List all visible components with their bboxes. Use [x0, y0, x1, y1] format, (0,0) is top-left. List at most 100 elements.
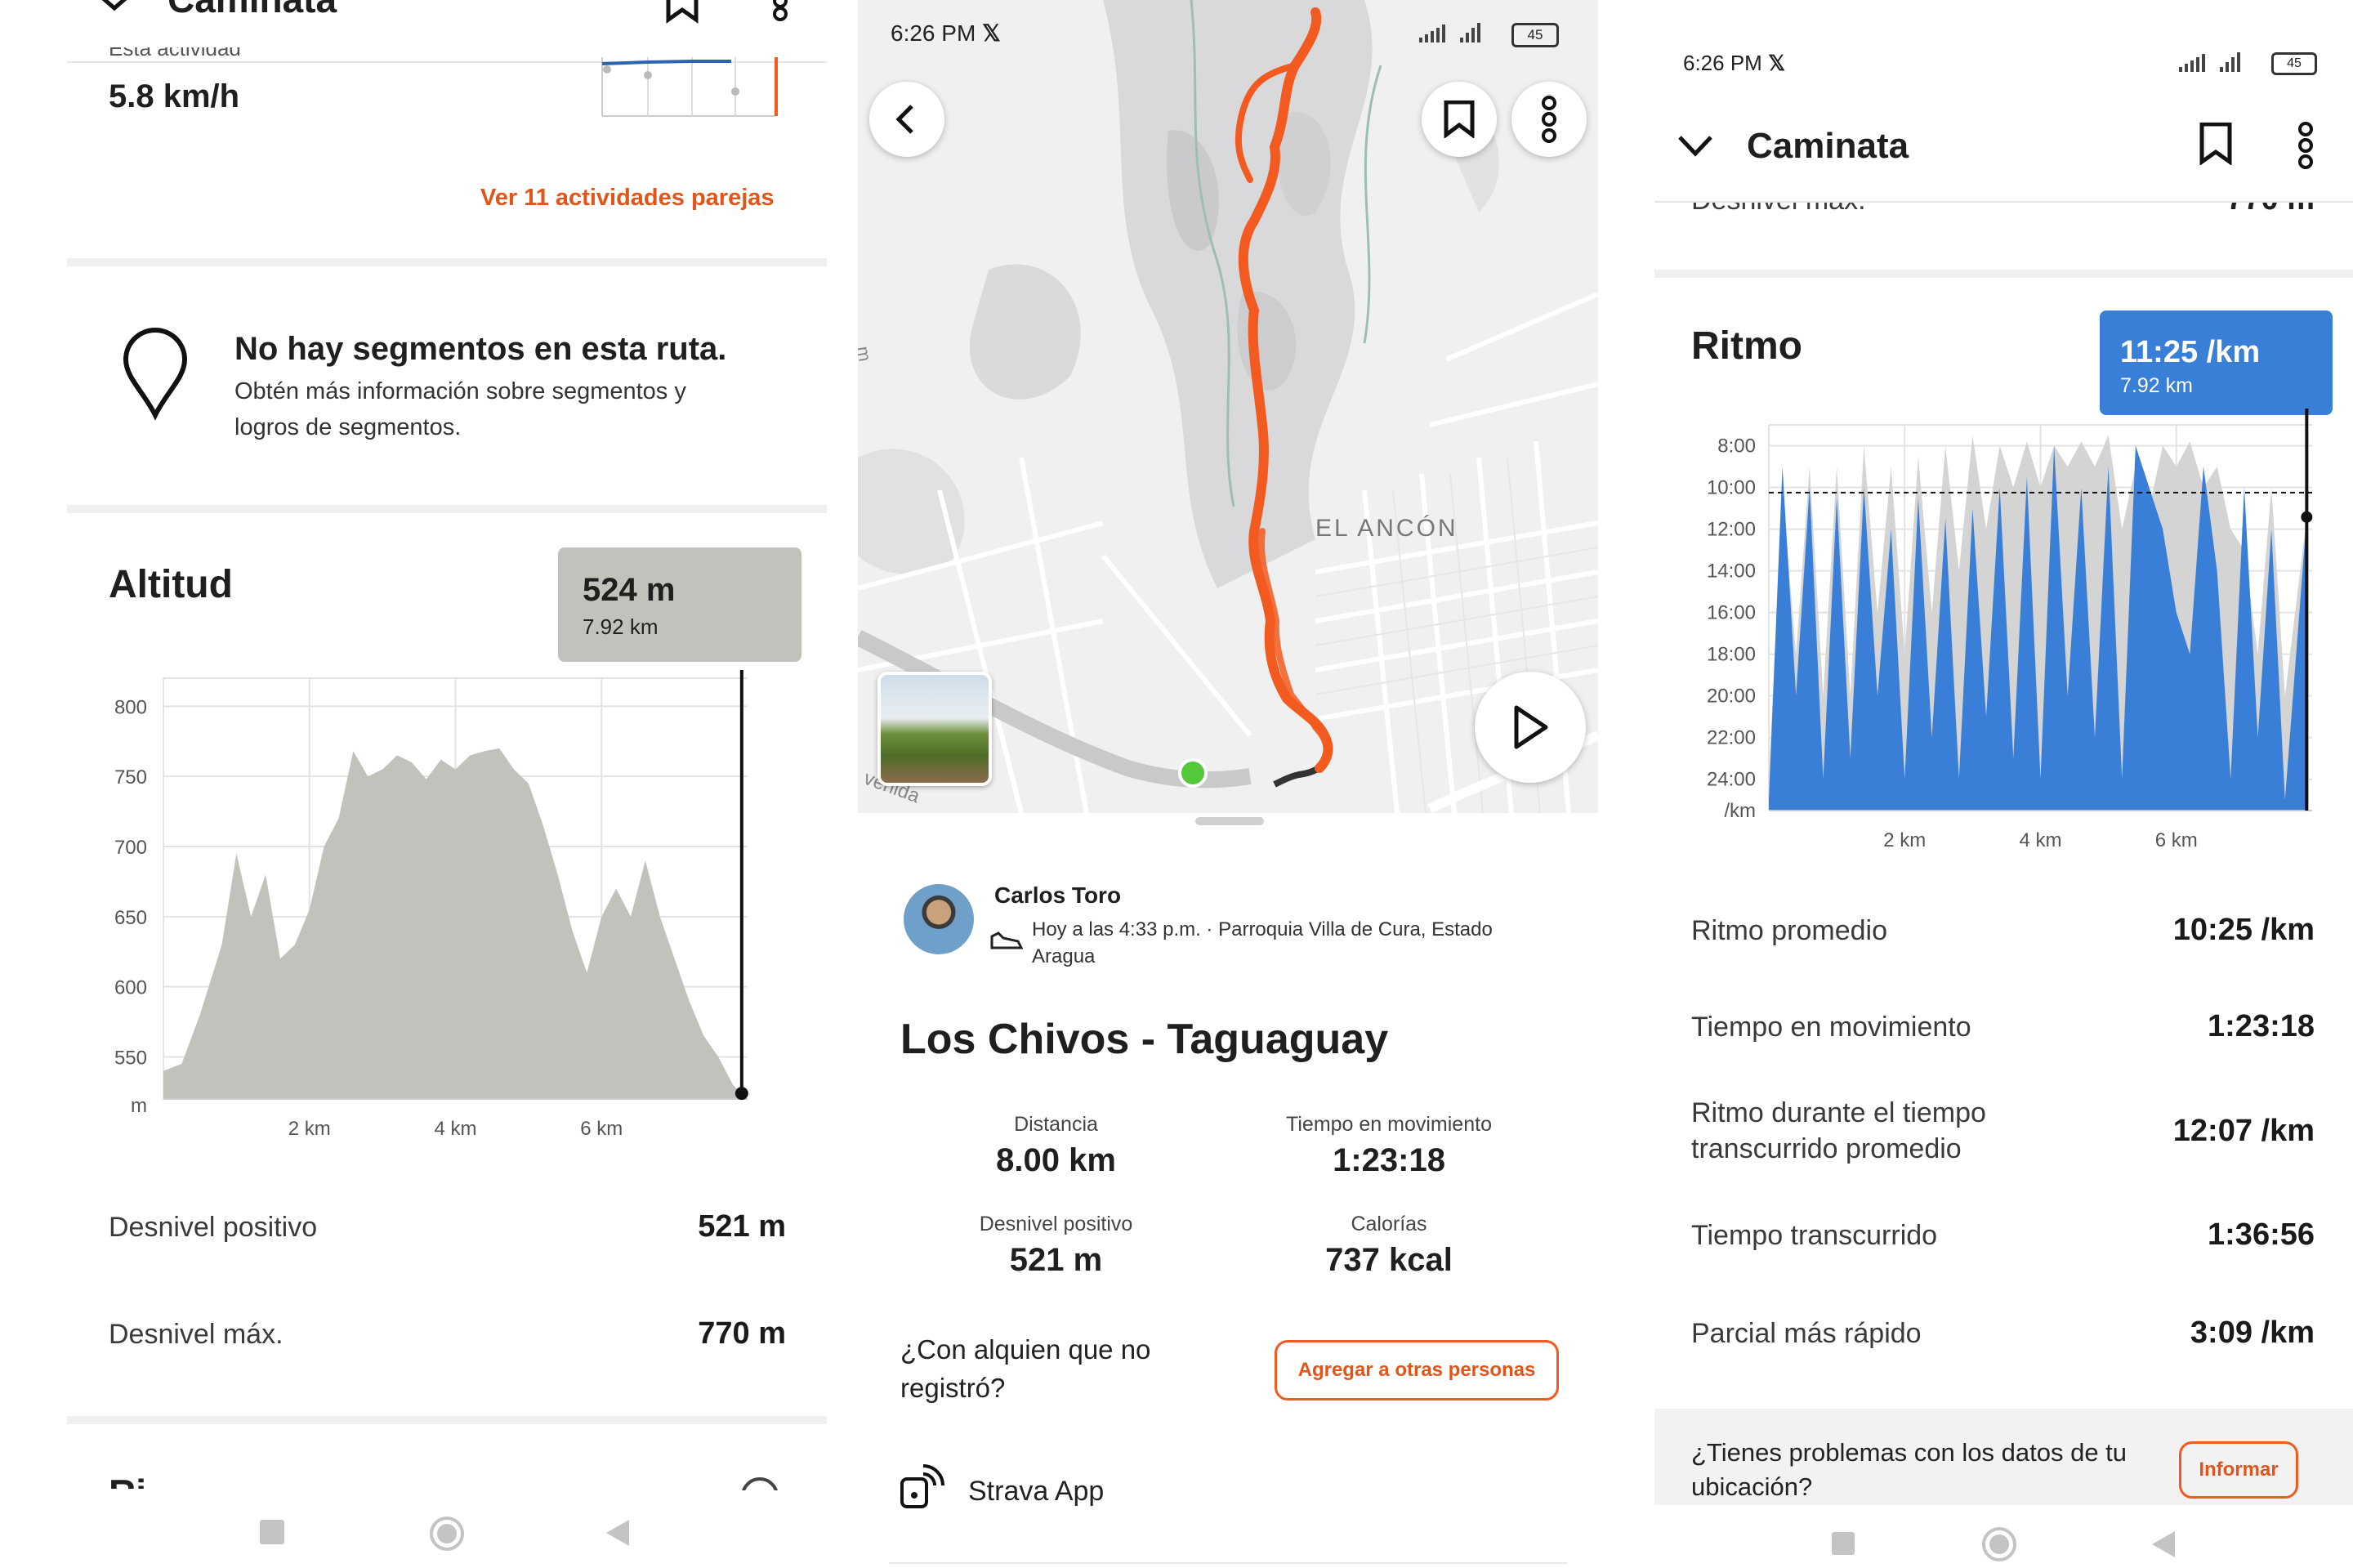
- stat-label-avg-pace: Ritmo promedio: [1691, 915, 1887, 946]
- x-tick-label: 2 km: [288, 1118, 331, 1140]
- y-tick-label: 800: [114, 696, 147, 718]
- y-tick-label: 20:00: [1707, 686, 1756, 708]
- y-tick-label: 750: [114, 766, 147, 788]
- similar-activities-link[interactable]: Ver 11 actividades parejas: [480, 185, 775, 211]
- sheet-handle[interactable]: [1195, 817, 1264, 825]
- device-label: Strava App: [968, 1476, 1105, 1507]
- stat-label-elapsed-pace-line1: Ritmo durante el tiempo: [1691, 1097, 1986, 1128]
- others-question-line2: registró?: [900, 1373, 1006, 1403]
- stat-label-fastest-split: Parcial más rápido: [1691, 1318, 1922, 1349]
- mini-speed-chart: [601, 57, 788, 127]
- segments-desc-line1: Obtén más información sobre segmentos y: [234, 378, 686, 404]
- stat-value-elapsed-pace: 12:07 /km: [2172, 1114, 2315, 1148]
- section-divider: [1654, 270, 2353, 278]
- pace-area-moving: [1769, 445, 2307, 811]
- athlete-name[interactable]: Carlos Toro: [994, 882, 1122, 908]
- bookmark-button[interactable]: [1422, 82, 1497, 157]
- speed-cut-label: Esta actividad: [109, 47, 241, 60]
- signal-icon: [2177, 51, 2267, 78]
- more-options-button[interactable]: [1511, 82, 1587, 157]
- altitude-tooltip: 524 m 7.92 km: [558, 547, 801, 662]
- athlete-avatar[interactable]: [904, 884, 974, 954]
- report-question-line2: ubicación?: [1691, 1472, 1813, 1501]
- pace-chart[interactable]: 8:00 10:00 12:00 14:00 16:00 18:00 20:00 22:00 2…: [1667, 409, 2353, 866]
- status-time: 6:26 PM 𝕏: [1683, 51, 1786, 75]
- y-unit-label: /km: [1724, 800, 1756, 822]
- cut-row-value: 770 m: [2165, 203, 2315, 219]
- y-tick-label: 12:00: [1707, 519, 1756, 541]
- bookmark-icon[interactable]: [2198, 122, 2234, 169]
- stat-value-calories: 737 kcal: [1325, 1242, 1453, 1278]
- left-panel: Caminata Esta actividad 5.8 km/h Ver 11 …: [0, 0, 850, 1568]
- y-tick-label: 22:00: [1707, 727, 1756, 749]
- stat-label-moving-time: Tiempo en movimiento: [1691, 1012, 1971, 1043]
- stat-value-elevation-gain: 521 m: [698, 1209, 786, 1244]
- pace-title: Ritmo: [1691, 324, 1802, 368]
- stat-value-avg-pace: 10:25 /km: [2172, 913, 2315, 947]
- back-button[interactable]: [869, 82, 944, 157]
- info-icon[interactable]: [739, 1476, 780, 1490]
- activity-photo-thumbnail[interactable]: [877, 672, 992, 786]
- stat-label-max-elevation: Desnivel máx.: [109, 1319, 284, 1350]
- y-tick-label: 10:00: [1707, 477, 1756, 499]
- header-title: Caminata: [167, 0, 337, 21]
- battery-icon: 45: [2271, 52, 2317, 75]
- nav-back-button[interactable]: [605, 1518, 631, 1552]
- more-vertical-icon[interactable]: [772, 0, 788, 29]
- nav-home-button[interactable]: [1981, 1526, 2017, 1566]
- add-others-button[interactable]: Agregar a otras personas: [1275, 1340, 1559, 1400]
- nav-home-button[interactable]: [429, 1516, 465, 1556]
- chevron-down-icon[interactable]: [98, 0, 131, 18]
- altitude-area: [163, 748, 742, 1099]
- header-title: Caminata: [1747, 126, 1909, 166]
- y-tick-label: 600: [114, 977, 147, 999]
- hiking-shoe-icon: [990, 930, 1024, 955]
- y-unit-label: m: [131, 1095, 147, 1117]
- nav-recents-button[interactable]: [260, 1520, 284, 1544]
- map-label-town: EL ANCÓN: [1315, 515, 1458, 542]
- tooltip-value: 524 m: [583, 572, 676, 608]
- x-tick-label: 4 km: [2019, 829, 2061, 851]
- y-tick-label: 650: [114, 907, 147, 929]
- chevron-down-icon[interactable]: [1677, 134, 1714, 163]
- more-vertical-icon[interactable]: [2296, 121, 2315, 174]
- device-app-icon: [899, 1463, 946, 1514]
- stat-value-moving-time: 1:23:18: [1333, 1142, 1445, 1178]
- play-flyover-button[interactable]: [1475, 672, 1586, 783]
- y-tick-label: 16:00: [1707, 602, 1756, 624]
- x-tick-label: 2 km: [1883, 829, 1926, 851]
- stat-value-moving-time: 1:23:18: [2208, 1009, 2315, 1043]
- stat-label-elevation-gain: Desnivel positivo: [109, 1212, 318, 1243]
- nav-back-button[interactable]: [2150, 1530, 2177, 1563]
- section-divider: [67, 505, 827, 513]
- pace-tooltip: 11:25 /km 7.92 km: [2100, 310, 2333, 415]
- x-tick-label: 6 km: [2155, 829, 2198, 851]
- stat-value-elevation-gain: 521 m: [1009, 1242, 1103, 1278]
- nav-recents-button[interactable]: [1832, 1532, 1855, 1555]
- activity-meta-line1: Hoy a las 4:33 p.m. · Parroquia Villa de…: [1032, 918, 1493, 940]
- status-time: 6:26 PM 𝕏: [891, 20, 1001, 46]
- header-divider: [1654, 201, 2353, 203]
- speed-value: 5.8 km/h: [109, 78, 240, 114]
- y-tick-label: 700: [114, 837, 147, 859]
- stat-value-fastest-split: 3:09 /km: [2190, 1316, 2315, 1350]
- next-section-title: Ri: [109, 1471, 146, 1489]
- x-tick-label: 6 km: [580, 1118, 623, 1140]
- marker-point: [734, 1087, 748, 1101]
- report-banner: ¿Tienes problemas con los datos de tu ub…: [1654, 1409, 2353, 1505]
- right-panel: 6:26 PM 𝕏 45 Caminata Desnivel máx. 770 …: [1642, 0, 2353, 1568]
- tooltip-distance: 7.92 km: [2120, 374, 2193, 397]
- altitude-chart[interactable]: 800 750 700 650 600 550 m 2 km 4 km 6 km: [98, 670, 809, 1160]
- bottom-divider: [889, 1562, 1567, 1564]
- stat-value-max-elevation: 770 m: [698, 1316, 786, 1351]
- stat-value-distance: 8.00 km: [996, 1142, 1116, 1178]
- report-button[interactable]: Informar: [2179, 1441, 2298, 1499]
- stat-label-calories: Calorías: [1351, 1213, 1427, 1235]
- bookmark-icon[interactable]: [663, 0, 701, 29]
- section-divider: [67, 1416, 827, 1424]
- middle-panel: EL ANCÓN venida m 6:26 PM 𝕏 45 Carlos To…: [858, 0, 1598, 1568]
- stat-label-elapsed-time: Tiempo transcurrido: [1691, 1220, 1938, 1251]
- activity-meta-line2: Aragua: [1032, 945, 1096, 967]
- header-divider: [67, 61, 827, 63]
- signal-icon: [1418, 21, 1507, 48]
